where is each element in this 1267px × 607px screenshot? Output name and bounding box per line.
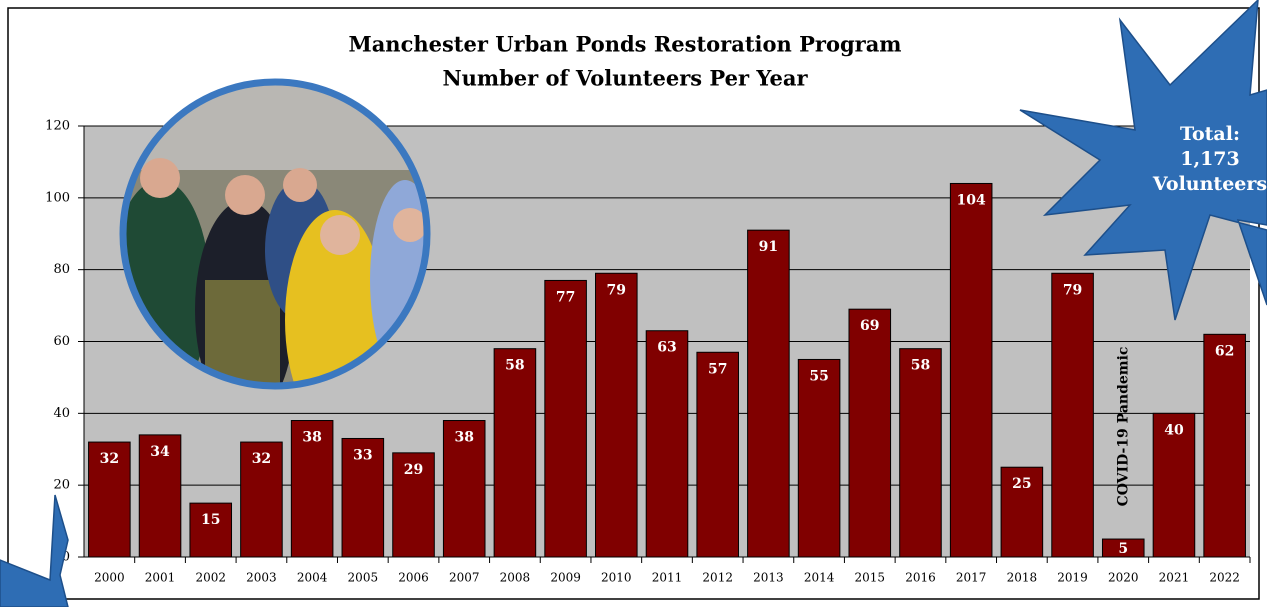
x-tick-label: 2008: [500, 571, 531, 585]
bar: [1152, 412, 1196, 558]
x-tick-label: 2013: [753, 571, 784, 585]
y-tick-label: 80: [53, 262, 70, 277]
bar: [341, 437, 385, 558]
bar: [138, 434, 182, 558]
chart-title: Manchester Urban Ponds Restoration Progr…: [348, 32, 901, 57]
bar: [1203, 333, 1246, 558]
value-label: 5: [1118, 541, 1128, 557]
value-label: 29: [404, 462, 423, 478]
value-label: 38: [302, 430, 321, 446]
x-tick-label: 2006: [398, 571, 429, 585]
bar: [290, 420, 334, 558]
bar: [493, 348, 537, 558]
x-tick-label: 2007: [449, 571, 480, 585]
value-label: 55: [809, 368, 828, 384]
bar: [595, 272, 638, 558]
photo: [119, 78, 431, 390]
bar: [949, 182, 993, 558]
bar: [696, 351, 739, 558]
total-value: 1,173: [1180, 148, 1240, 170]
total-star: [1019, 0, 1267, 321]
x-tick-label: 2019: [1057, 571, 1088, 585]
x-tick-label: 2004: [297, 571, 328, 585]
value-label: 25: [1012, 476, 1031, 492]
total-unit: Volunteers: [1152, 173, 1267, 195]
bar: [240, 441, 283, 558]
x-tick-label: 2012: [702, 571, 733, 585]
x-tick-label: 2000: [94, 571, 125, 585]
value-label: 79: [607, 282, 626, 298]
y-tick-label: 20: [53, 478, 70, 493]
covid-label: COVID-19 Pandemic: [1115, 347, 1131, 507]
y-tick-label: 40: [53, 406, 70, 421]
chart-subtitle: Number of Volunteers Per Year: [442, 66, 808, 91]
x-tick-label: 2003: [246, 571, 277, 585]
bar: [848, 308, 892, 558]
value-label: 104: [957, 192, 986, 208]
value-label: 32: [100, 451, 119, 467]
x-tick-label: 2002: [195, 571, 226, 585]
value-label: 33: [353, 447, 372, 463]
x-tick-label: 2010: [601, 571, 632, 585]
bar: [189, 502, 233, 558]
bar: [442, 420, 486, 558]
x-tick-label: 2017: [956, 571, 987, 585]
value-label: 34: [150, 444, 170, 460]
x-tick-label: 2018: [1007, 571, 1038, 585]
y-tick-label: 120: [45, 119, 70, 134]
corner-star: [0, 494, 69, 607]
x-tick-label: 2015: [855, 571, 886, 585]
x-tick-label: 2009: [550, 571, 581, 585]
value-label: 91: [759, 239, 778, 255]
x-tick-label: 2011: [652, 571, 683, 585]
value-label: 15: [201, 512, 220, 528]
value-label: 57: [708, 361, 727, 377]
x-tick-label: 2005: [348, 571, 379, 585]
value-label: 79: [1063, 282, 1082, 298]
bar: [544, 279, 587, 558]
value-label: 40: [1164, 422, 1184, 438]
value-label: 38: [454, 430, 473, 446]
x-tick-label: 2014: [804, 571, 835, 585]
bar: [1051, 272, 1094, 558]
total-label: Total:: [1180, 123, 1240, 145]
y-tick-label: 60: [53, 334, 70, 349]
marks: 0 20 40 60 80 100 120 2000 32 2001 34 2002 15 2003 32 2…: [45, 119, 1251, 585]
bar: [797, 358, 841, 558]
x-tick-label: 2016: [905, 571, 936, 585]
bar: [645, 330, 689, 558]
bar: [392, 452, 435, 558]
value-label: 69: [860, 318, 879, 334]
value-label: 58: [911, 358, 930, 374]
y-tick-label: 0: [62, 550, 70, 565]
x-tick-label: 2021: [1159, 571, 1190, 585]
x-tick-label: 2020: [1108, 571, 1139, 585]
value-label: 77: [556, 289, 575, 305]
y-tick-label: 100: [45, 190, 70, 205]
bar: [88, 441, 131, 558]
value-label: 32: [252, 451, 271, 467]
value-label: 58: [505, 358, 524, 374]
x-tick-label: 2022: [1209, 571, 1240, 585]
bar: [899, 348, 942, 558]
value-label: 62: [1215, 343, 1234, 359]
x-tick-label: 2001: [145, 571, 176, 585]
bar: [747, 229, 790, 558]
value-label: 63: [657, 340, 676, 356]
